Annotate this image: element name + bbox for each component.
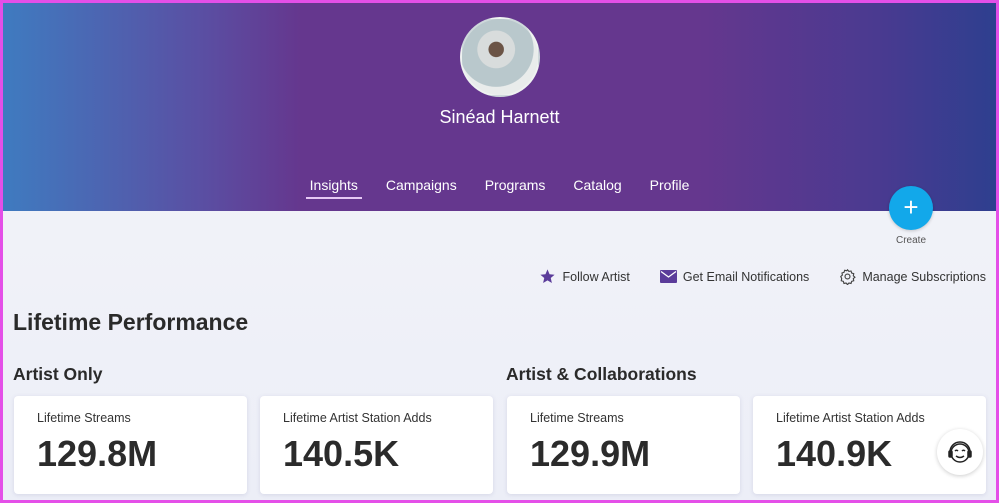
plus-icon: + — [903, 192, 919, 222]
tab-insights[interactable]: Insights — [296, 177, 372, 199]
tab-catalog[interactable]: Catalog — [573, 177, 622, 193]
section-title-collaborations: Artist & Collaborations — [506, 364, 697, 384]
stat-card: Lifetime Artist Station Adds 140.5K — [260, 396, 493, 494]
gear-icon — [840, 268, 857, 285]
artist-name: Sinéad Harnett — [439, 107, 560, 127]
nav-tabs: Insights Campaigns Programs Catalog Prof… — [3, 177, 996, 199]
stat-value: 140.5K — [283, 433, 400, 474]
stat-label: Lifetime Artist Station Adds — [776, 411, 925, 425]
stat-label: Lifetime Artist Station Adds — [283, 411, 432, 425]
manage-subscriptions-button[interactable]: Manage Subscriptions — [839, 268, 986, 285]
stat-label: Lifetime Streams — [530, 411, 624, 425]
artist-header: Sinéad Harnett Insights Campaigns Progra… — [3, 3, 996, 211]
create-label: Create — [895, 235, 926, 246]
tab-programs[interactable]: Programs — [484, 177, 546, 193]
support-chat-button[interactable] — [937, 429, 983, 475]
stat-value: 140.9K — [776, 433, 893, 474]
star-icon — [540, 269, 556, 284]
manage-subscriptions-label: Manage Subscriptions — [862, 269, 986, 284]
tab-campaigns[interactable]: Campaigns — [385, 177, 457, 193]
stat-card: Lifetime Streams 129.9M — [507, 396, 740, 494]
follow-artist-button[interactable]: Follow Artist — [539, 268, 630, 285]
tab-profile[interactable]: Profile — [649, 177, 690, 193]
section-title-artist-only: Artist Only — [13, 364, 103, 384]
create-button[interactable]: + — [889, 186, 933, 230]
stat-card: Lifetime Streams 129.8M — [14, 396, 247, 494]
email-notifications-button[interactable]: Get Email Notifications — [659, 268, 810, 285]
follow-artist-label: Follow Artist — [562, 269, 630, 284]
envelope-icon — [659, 270, 677, 283]
artist-actions: Follow Artist Get Email Notifications Ma… — [539, 268, 986, 285]
artist-avatar — [460, 17, 540, 97]
email-notifications-label: Get Email Notifications — [682, 269, 810, 284]
stat-value: 129.9M — [530, 433, 651, 474]
headphones-smiley-icon — [948, 441, 972, 463]
stat-label: Lifetime Streams — [37, 411, 131, 425]
app-frame: Sinéad Harnett Insights Campaigns Progra… — [3, 3, 996, 500]
stat-value: 129.8M — [37, 433, 158, 474]
page-title: Lifetime Performance — [13, 309, 249, 335]
